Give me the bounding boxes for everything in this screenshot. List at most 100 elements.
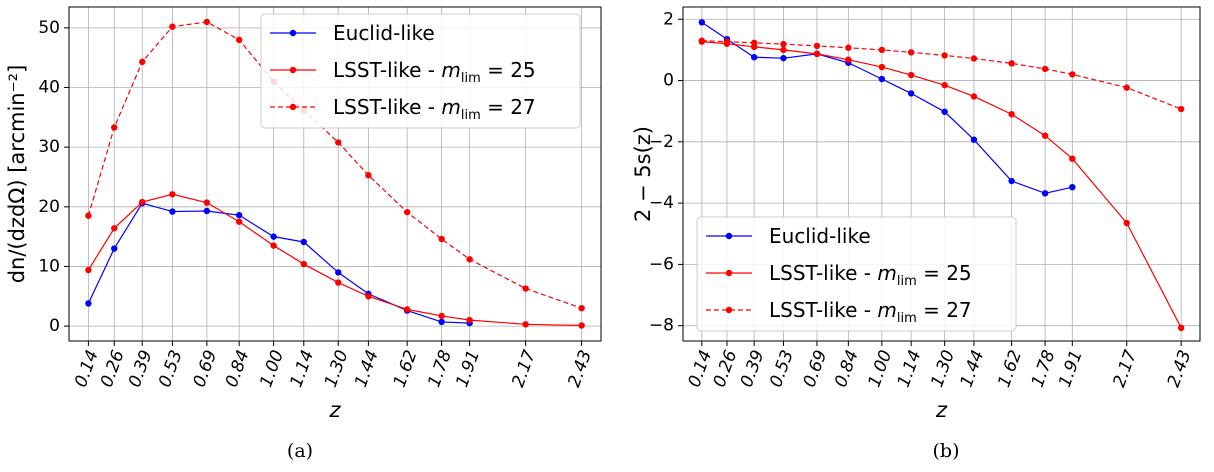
legend: Euclid-like LSST-like - mlim = 25 LSST-lik…	[696, 216, 1017, 332]
data-point	[403, 208, 411, 216]
data-point	[1041, 132, 1049, 139]
series-line	[701, 21, 1073, 194]
data-point	[203, 18, 211, 26]
data-point	[750, 39, 758, 47]
x-tick-label: 1.00	[256, 348, 288, 390]
data-point	[941, 81, 948, 89]
legend-box	[696, 216, 1017, 332]
x-tick-label: 1.30	[927, 348, 959, 390]
data-point	[335, 269, 342, 276]
x-tick-label: 1.14	[894, 348, 926, 390]
legend-swatch-marker	[289, 29, 297, 37]
data-point	[522, 285, 529, 292]
legend-swatch-marker	[289, 66, 297, 74]
x-tick-label: 0.39	[737, 348, 769, 390]
data-point	[169, 191, 176, 198]
data-point	[698, 37, 706, 44]
x-tick-label: 0.53	[766, 348, 798, 390]
x-tick-label: 1.44	[957, 348, 989, 390]
x-tick-label: 0.53	[155, 348, 187, 390]
x-tick-label: 1.62	[994, 348, 1026, 390]
data-point	[780, 46, 787, 54]
data-point	[139, 58, 146, 66]
data-point	[1008, 177, 1015, 185]
axes-frame	[68, 6, 602, 342]
data-point	[403, 306, 411, 313]
data-point	[1177, 324, 1185, 332]
data-point	[907, 90, 915, 97]
x-tick-label: 1.14	[286, 348, 318, 390]
data-point	[169, 23, 176, 30]
data-point	[878, 46, 886, 54]
data-point	[438, 312, 445, 320]
data-point	[270, 242, 277, 249]
legend-label: LSST-like - mlim = 25	[769, 261, 972, 289]
series-line	[87, 202, 470, 324]
x-tick-label: 0.69	[190, 348, 222, 390]
data-point	[907, 49, 915, 56]
data-point	[578, 304, 585, 312]
data-point	[780, 40, 787, 48]
x-tick-label: 1.91	[1055, 348, 1087, 390]
data-point	[466, 316, 473, 324]
y-axis-label: dn/(dzdΩ) [arcmin⁻²]	[5, 65, 29, 284]
data-point	[1123, 84, 1130, 91]
x-tick-label: 1.91	[452, 348, 484, 390]
data-point	[970, 55, 978, 62]
data-point	[85, 212, 92, 219]
legend-swatch-marker	[289, 103, 297, 111]
data-point	[235, 36, 243, 44]
data-point	[1123, 219, 1130, 227]
x-axis-label: z	[328, 398, 341, 422]
legend-swatch-marker	[725, 306, 733, 314]
data-point	[1177, 105, 1185, 113]
data-point	[1069, 155, 1076, 162]
x-tick-label: 2.17	[1109, 347, 1141, 390]
data-point	[235, 211, 243, 219]
x-tick-label: 1.44	[351, 348, 383, 390]
y-tick-label: 20	[38, 197, 60, 217]
x-tick-label: 2.43	[564, 348, 596, 390]
x-tick-label: 2.17	[508, 347, 540, 390]
legend-label: LSST-like - mlim = 27	[769, 298, 972, 326]
series-0	[85, 200, 473, 327]
y-tick-label: 50	[38, 18, 60, 38]
chart-panel-b: 0.140.260.390.53 0.69 0.84 1.001.14 1.301.44…	[631, 6, 1201, 462]
series-1	[85, 191, 585, 329]
x-tick-label: 0.39	[125, 348, 157, 390]
legend: Euclid-like LSST-like - mlim = 25 LSST-lik…	[260, 13, 581, 129]
data-point	[365, 171, 372, 179]
y-tick-label: 10	[38, 256, 60, 276]
data-point	[300, 238, 307, 246]
data-point	[723, 38, 731, 45]
x-tick-label: 0.84	[222, 348, 254, 390]
x-tick-label: 0.84	[831, 348, 863, 390]
data-point	[813, 42, 821, 50]
x-tick-label: 1.62	[390, 348, 422, 390]
y-tick-label: 40	[38, 78, 60, 98]
legend-label: Euclid-like	[769, 224, 871, 248]
data-point	[111, 225, 118, 232]
x-tick-label: 1.00	[865, 348, 897, 390]
panel-caption: (a)	[287, 440, 313, 462]
data-point	[907, 71, 915, 79]
legend-label: LSST-like - mlim = 27	[333, 95, 536, 123]
data-point	[878, 75, 886, 83]
data-point	[438, 235, 445, 243]
data-point	[111, 124, 118, 131]
data-point	[365, 293, 372, 300]
data-point	[1041, 65, 1049, 73]
data-point	[970, 93, 978, 100]
y-tick-label: −6	[649, 254, 674, 274]
series-line	[701, 40, 1182, 110]
data-point	[1069, 71, 1076, 78]
data-point	[335, 279, 342, 286]
legend-label: LSST-like - mlim = 25	[333, 58, 536, 86]
data-point	[85, 300, 92, 307]
data-point	[235, 218, 243, 225]
series-0	[698, 19, 1076, 197]
series-line	[87, 193, 582, 327]
data-point	[845, 56, 852, 63]
x-tick-label: 1.30	[321, 348, 353, 390]
